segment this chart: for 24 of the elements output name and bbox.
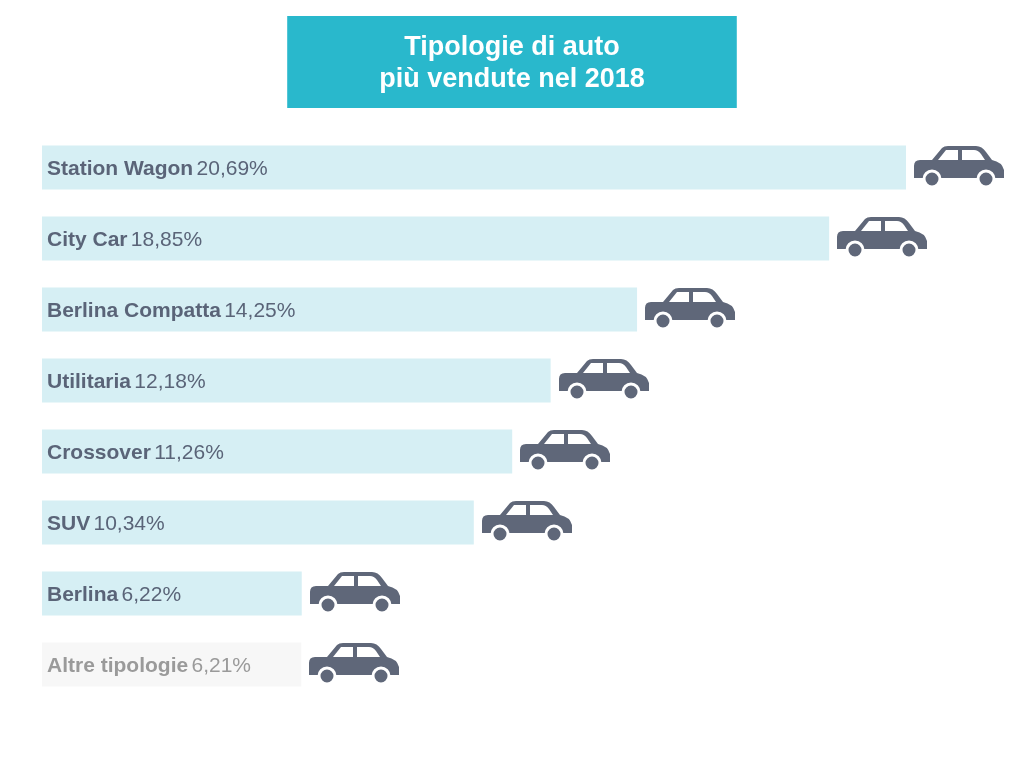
bar (42, 571, 302, 616)
bar (42, 216, 830, 261)
data-label: 11,26% (154, 440, 224, 463)
bar (42, 287, 638, 332)
y-tick-label: City Car (47, 227, 128, 250)
data-label: 14,25% (224, 298, 296, 321)
y-tick-label: Berlina (47, 582, 119, 605)
y-tick-label: Station Wagon (47, 156, 194, 179)
data-label: 18,85% (130, 227, 203, 250)
bar (42, 500, 474, 545)
data-label: 6,22% (121, 582, 182, 605)
data-label: 6,21% (191, 653, 252, 676)
y-tick-label: Altre tipologie (47, 653, 189, 676)
y-tick-label: Berlina Compatta (47, 298, 222, 321)
data-label: 20,69% (196, 156, 268, 179)
y-tick-label: Crossover (47, 440, 151, 463)
bar (42, 145, 906, 190)
chart-title: Tipologie di auto più vendute nel 2018 (379, 31, 645, 93)
y-tick-label: SUV (47, 511, 91, 534)
y-tick-label: Utilitaria (47, 369, 132, 392)
bar (42, 429, 513, 474)
bar (42, 358, 551, 403)
data-label: 10,34% (93, 511, 165, 534)
data-label: 12,18% (134, 369, 206, 392)
